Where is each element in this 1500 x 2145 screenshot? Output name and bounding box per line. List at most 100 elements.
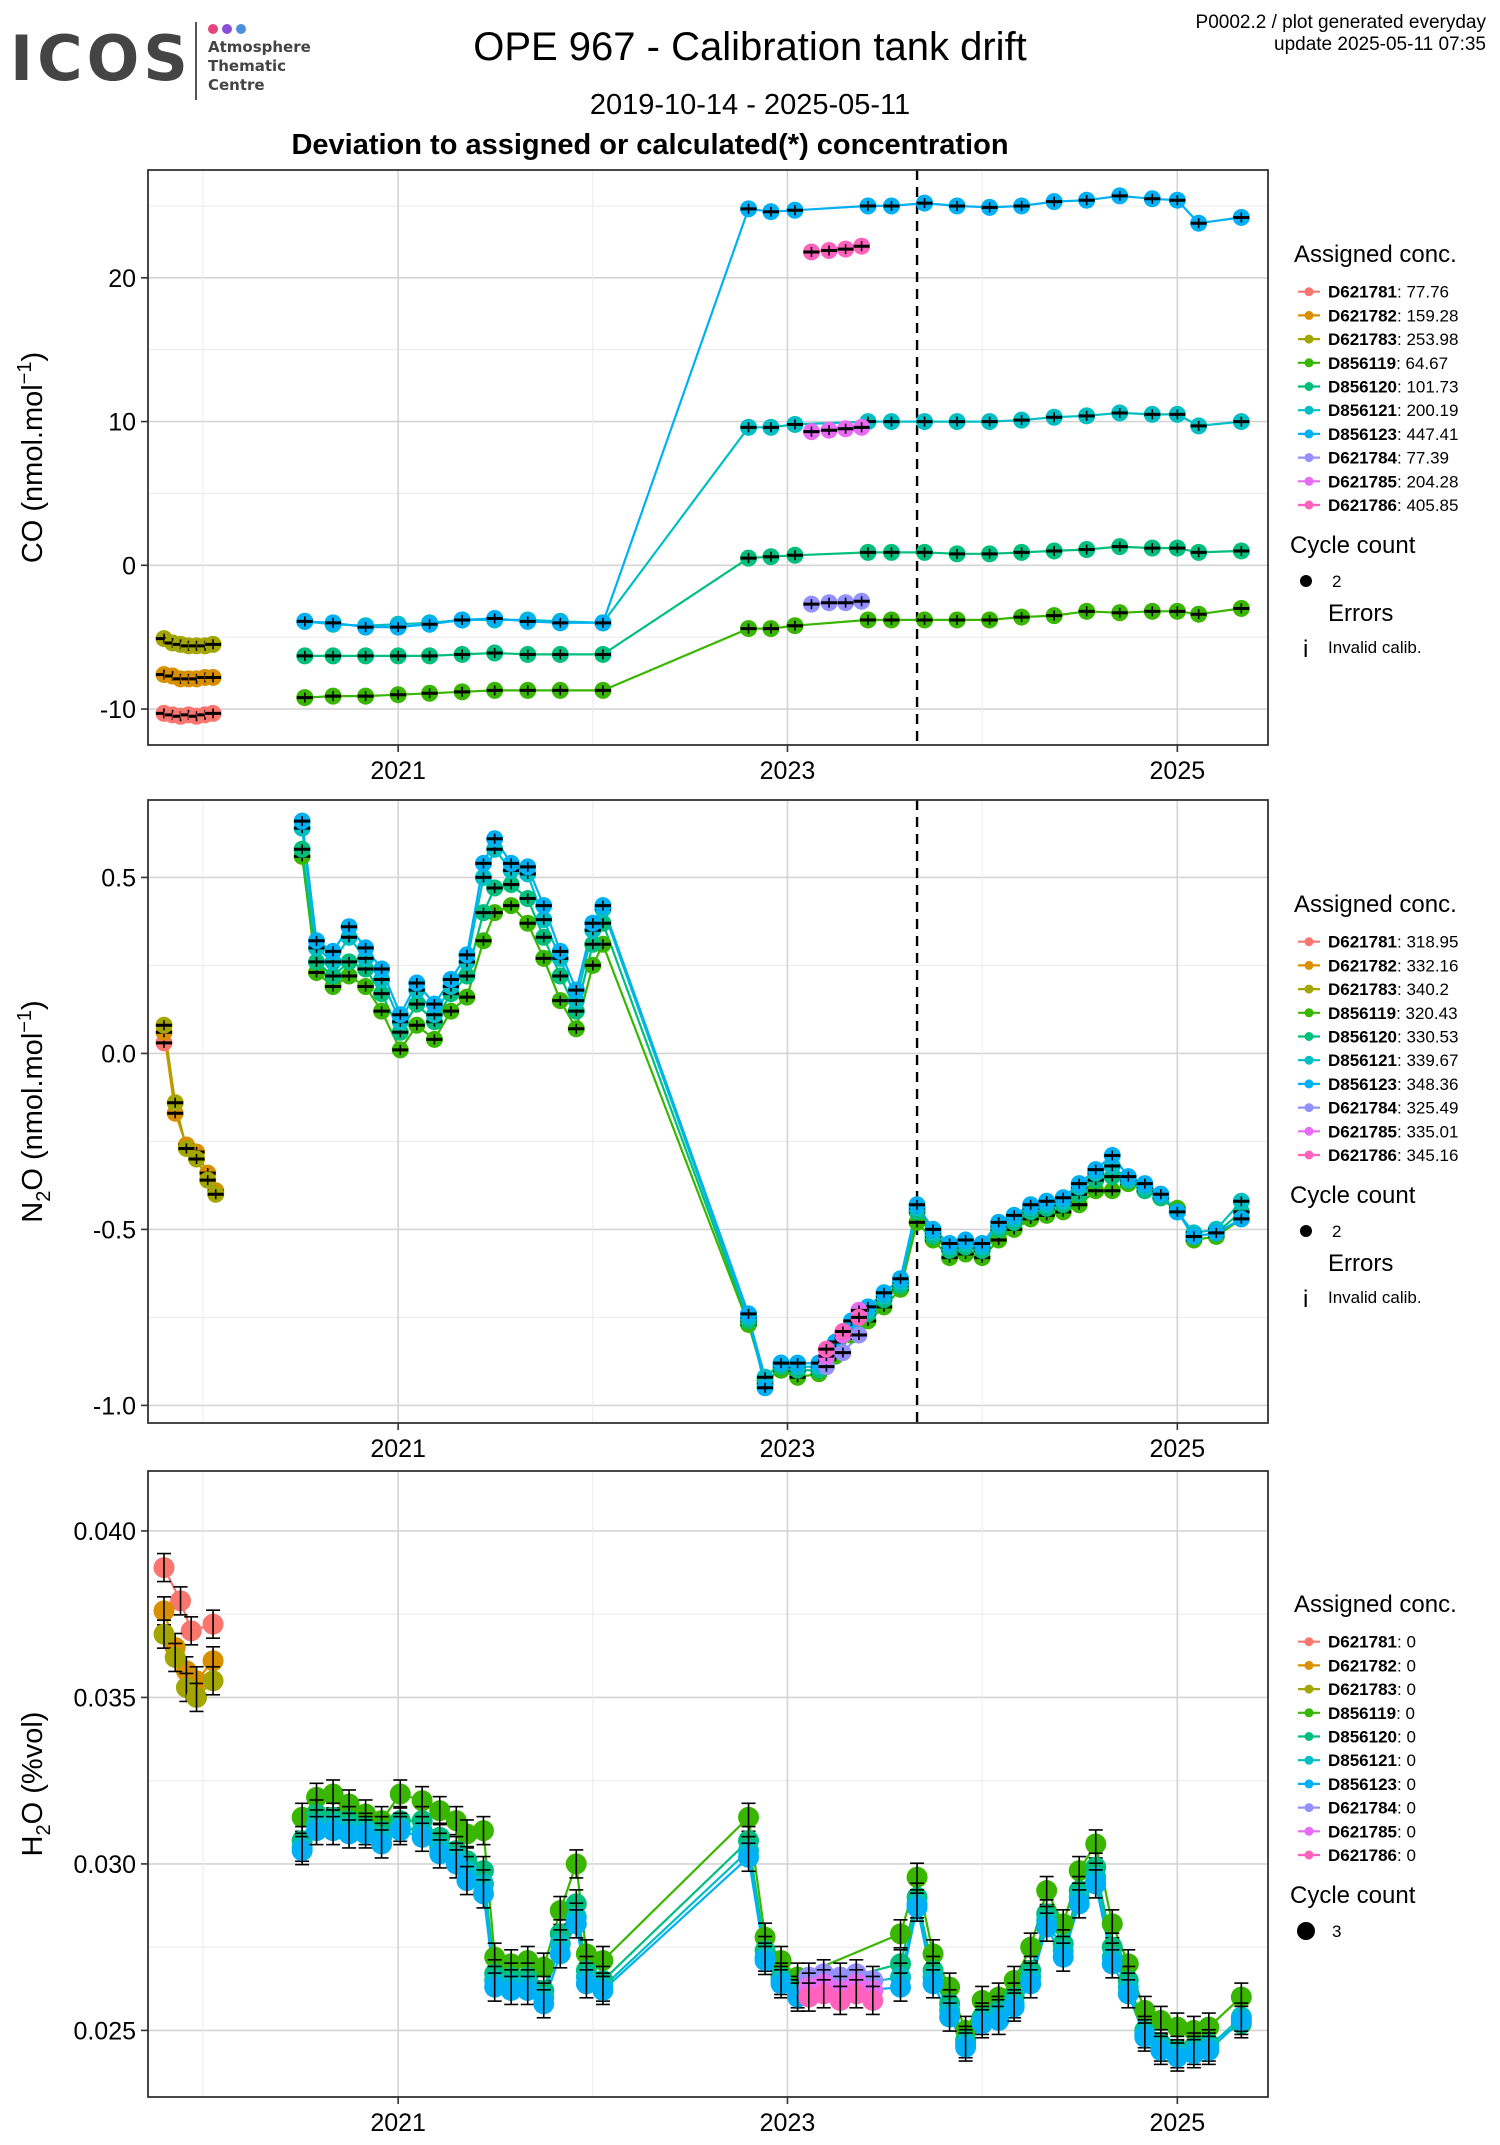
legend-value: : 0 xyxy=(1397,1799,1416,1818)
data-point xyxy=(1168,191,1186,209)
data-point xyxy=(802,423,820,441)
legend-swatch-point xyxy=(1304,1103,1314,1113)
data-point xyxy=(1022,1196,1040,1214)
x-tick-label: 2021 xyxy=(370,1435,426,1463)
data-point xyxy=(155,1016,173,1034)
data-point xyxy=(357,647,375,665)
data-point xyxy=(1230,2005,1252,2036)
data-point xyxy=(486,644,504,662)
legend-value: : 77.76 xyxy=(1397,283,1449,302)
data-point xyxy=(1078,407,1096,425)
data-point xyxy=(486,879,504,897)
data-point xyxy=(519,858,537,876)
legend-label: D621783: 253.98 xyxy=(1328,330,1458,349)
legend-cycle-marker xyxy=(1300,575,1312,587)
legend-value: : 0 xyxy=(1397,1846,1416,1865)
legend-tank: D856120 xyxy=(1328,1028,1397,1047)
data-point xyxy=(922,1968,944,1999)
legend-value: : 348.36 xyxy=(1397,1075,1458,1094)
data-point xyxy=(820,242,838,259)
data-point xyxy=(1198,2035,1220,2066)
x-tick-label: 2023 xyxy=(760,757,816,785)
legend-entry: D621785: 204.28 xyxy=(1298,472,1458,491)
data-point xyxy=(357,939,375,957)
data-point xyxy=(535,928,553,946)
data-point xyxy=(786,617,804,635)
series-line xyxy=(163,1567,214,1633)
data-point xyxy=(389,647,407,665)
data-point xyxy=(813,1978,835,2009)
legend-entry: D856119: 320.43 xyxy=(1298,1004,1458,1023)
legend-swatch-point xyxy=(1304,960,1314,970)
data-point xyxy=(820,594,838,612)
legend-label: D856123: 348.36 xyxy=(1328,1075,1458,1094)
data-point xyxy=(1078,541,1096,558)
legend-tank: D856121 xyxy=(1328,401,1397,420)
legend-tank: D621782 xyxy=(1328,1656,1397,1675)
data-point xyxy=(1036,1912,1058,1942)
data-point xyxy=(802,595,820,613)
legend-value: : 340.2 xyxy=(1397,980,1449,999)
data-point xyxy=(340,967,358,985)
y-tick-label: 0.0 xyxy=(101,1040,136,1068)
data-point xyxy=(324,687,342,705)
legend-entry: D621784: 325.49 xyxy=(1298,1099,1458,1118)
data-point xyxy=(338,1819,360,1849)
data-point xyxy=(199,1171,217,1189)
data-point xyxy=(908,1196,926,1214)
data-point xyxy=(882,543,900,561)
legend-tank: D856121 xyxy=(1328,1051,1397,1070)
data-point xyxy=(853,237,871,255)
data-point xyxy=(916,543,934,561)
data-point xyxy=(981,611,999,629)
data-point xyxy=(584,935,602,953)
legend-entry: D856123: 0 xyxy=(1298,1775,1416,1794)
data-point xyxy=(453,645,471,663)
data-point xyxy=(740,620,758,638)
data-point xyxy=(916,611,934,629)
legend-entry: D621782: 159.28 xyxy=(1298,306,1458,325)
legend-swatch-point xyxy=(1304,1755,1314,1765)
data-point xyxy=(1190,214,1208,232)
data-point xyxy=(533,1988,555,2019)
data-point xyxy=(519,681,537,699)
data-point xyxy=(1078,602,1096,620)
data-point xyxy=(186,1682,208,1713)
legend-swatch-point xyxy=(1304,1055,1314,1065)
logo-divider xyxy=(195,22,197,100)
legend-entry: D621781: 0 xyxy=(1298,1633,1416,1652)
legend-tank: D856121 xyxy=(1328,1751,1397,1770)
data-point xyxy=(1101,1949,1123,1979)
legend-swatch-point xyxy=(1304,1660,1314,1670)
data-point xyxy=(1168,539,1186,557)
data-point xyxy=(862,1985,884,2016)
data-point xyxy=(1232,208,1250,226)
data-point xyxy=(981,413,999,431)
x-tick-label: 2021 xyxy=(370,757,426,785)
x-tick-label: 2023 xyxy=(760,1435,816,1463)
legend-value: : 64.67 xyxy=(1396,354,1448,373)
data-point xyxy=(408,1016,426,1034)
legend-label: D621785: 0 xyxy=(1328,1822,1416,1841)
series-line xyxy=(301,828,1243,1380)
legend-entry: D621786: 405.85 xyxy=(1298,496,1458,515)
legend-label: D621781: 77.76 xyxy=(1328,283,1449,302)
data-point xyxy=(502,875,520,893)
data-point xyxy=(474,932,492,950)
plot-id-line: P0002.2 / plot generated everyday xyxy=(1195,12,1486,33)
legend-label: D621784: 325.49 xyxy=(1328,1099,1458,1118)
legend-swatch-point xyxy=(1304,1779,1314,1789)
logo-dot-icon xyxy=(236,24,246,34)
data-point xyxy=(584,956,602,974)
data-point xyxy=(1190,417,1208,435)
data-point xyxy=(549,1939,571,1969)
data-point xyxy=(988,2005,1010,2036)
data-point xyxy=(1013,197,1031,215)
data-point xyxy=(1152,1185,1170,1203)
data-point xyxy=(971,2008,993,2039)
y-tick-label: -10 xyxy=(100,696,136,724)
data-point xyxy=(389,686,407,704)
data-point xyxy=(1038,1192,1056,1210)
